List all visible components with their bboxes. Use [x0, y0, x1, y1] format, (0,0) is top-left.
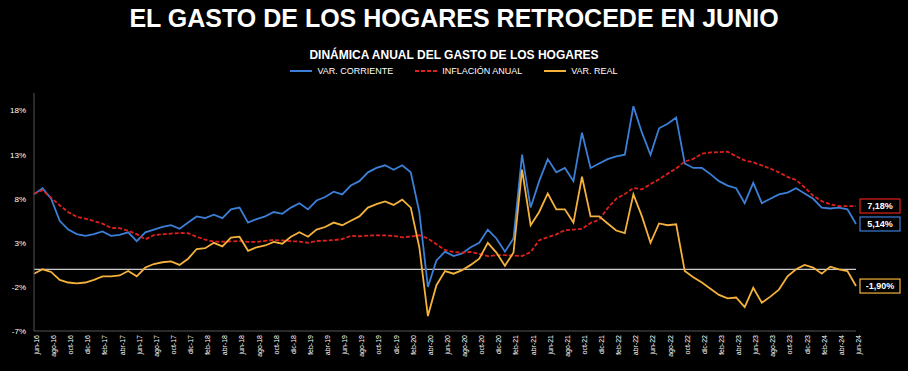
svg-text:jun-21: jun-21: [547, 335, 555, 356]
svg-text:oct-16: oct-16: [67, 335, 74, 355]
svg-text:feb-23: feb-23: [718, 335, 725, 355]
svg-text:jun-18: jun-18: [238, 335, 246, 356]
svg-text:abr-24: abr-24: [838, 335, 845, 355]
svg-text:8%: 8%: [14, 195, 26, 204]
svg-text:jun-17: jun-17: [136, 335, 144, 356]
html-text:EL GASTO DE LOS HOGARES RETROC: EL GASTO DE LOS HOGARES RETROCEDE EN JUN…: [129, 4, 779, 32]
svg-text:abr-21: abr-21: [530, 335, 537, 355]
svg-text:feb-24: feb-24: [821, 335, 828, 355]
svg-text:abr-17: abr-17: [119, 335, 126, 355]
svg-text:oct-19: oct-19: [375, 335, 382, 355]
html-text:VAR. CORRIENTE: VAR. CORRIENTE: [317, 66, 394, 76]
svg-text:5,14%: 5,14%: [867, 219, 893, 229]
svg-text:ago-23: ago-23: [769, 335, 777, 357]
svg-text:dic-21: dic-21: [598, 335, 605, 354]
svg-text:-7%: -7%: [12, 327, 26, 336]
svg-text:ago-18: ago-18: [256, 335, 264, 357]
svg-text:dic-19: dic-19: [393, 335, 400, 354]
svg-text:ago-17: ago-17: [153, 335, 161, 357]
svg-text:oct-22: oct-22: [684, 335, 691, 355]
svg-text:13%: 13%: [10, 151, 26, 160]
svg-text:dic-18: dic-18: [290, 335, 297, 354]
svg-text:oct-23: oct-23: [786, 335, 793, 355]
svg-text:oct-20: oct-20: [478, 335, 485, 355]
svg-text:ago-20: ago-20: [461, 335, 469, 357]
svg-text:3%: 3%: [14, 239, 26, 248]
html-text:DINÁMICA ANUAL DEL GASTO DE LO: DINÁMICA ANUAL DEL GASTO DE LOS HOGARES: [309, 48, 599, 62]
svg-text:oct-21: oct-21: [581, 335, 588, 355]
svg-text:abr-18: abr-18: [221, 335, 228, 355]
svg-text:jun-19: jun-19: [341, 335, 349, 356]
svg-text:abr-23: abr-23: [735, 335, 742, 355]
svg-text:jun-23: jun-23: [752, 335, 760, 356]
svg-text:feb-20: feb-20: [410, 335, 417, 355]
svg-text:jun-22: jun-22: [649, 335, 657, 356]
svg-text:dic-16: dic-16: [84, 335, 91, 354]
svg-text:abr-22: abr-22: [632, 335, 639, 355]
svg-text:18%: 18%: [10, 106, 26, 115]
svg-text:oct-18: oct-18: [273, 335, 280, 355]
svg-text:ago-21: ago-21: [564, 335, 572, 357]
svg-text:dic-20: dic-20: [495, 335, 502, 354]
svg-text:ago-22: ago-22: [667, 335, 675, 357]
svg-text:-1,90%: -1,90%: [866, 281, 895, 291]
svg-text:jun-24: jun-24: [855, 335, 863, 356]
svg-text:dic-22: dic-22: [701, 335, 708, 354]
svg-text:dic-17: dic-17: [187, 335, 194, 354]
svg-text:feb-21: feb-21: [512, 335, 519, 355]
svg-text:jun-20: jun-20: [444, 335, 452, 356]
svg-text:feb-18: feb-18: [204, 335, 211, 355]
html-text:INFLACIÓN ANUAL: INFLACIÓN ANUAL: [442, 66, 523, 76]
svg-text:abr-20: abr-20: [427, 335, 434, 355]
svg-text:feb-22: feb-22: [615, 335, 622, 355]
svg-text:jun-16: jun-16: [33, 335, 41, 356]
html-text:VAR. REAL: VAR. REAL: [571, 66, 618, 76]
svg-text:oct-17: oct-17: [170, 335, 177, 355]
svg-text:7,18%: 7,18%: [867, 201, 893, 211]
svg-text:feb-17: feb-17: [101, 335, 108, 355]
svg-text:dic-23: dic-23: [804, 335, 811, 354]
svg-text:ago-16: ago-16: [50, 335, 58, 357]
svg-text:feb-19: feb-19: [307, 335, 314, 355]
svg-text:-2%: -2%: [12, 283, 26, 292]
svg-text:abr-19: abr-19: [324, 335, 331, 355]
svg-text:ago-19: ago-19: [358, 335, 366, 357]
